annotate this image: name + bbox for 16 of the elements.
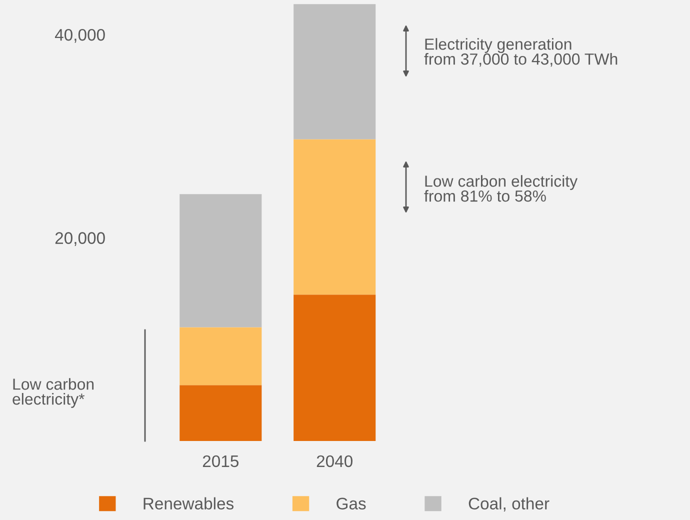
bar	[180, 327, 262, 386]
x-tick-label: 2040	[316, 455, 352, 468]
x-tick-label: 2015	[202, 455, 238, 468]
legend-label: Gas	[336, 498, 366, 510]
y-tick-label: 40,000	[54, 28, 105, 43]
text: Low carbon electricity from 81% to 58%	[424, 175, 578, 202]
bar	[294, 4, 376, 140]
legend-label: Coal, other	[468, 497, 550, 512]
bar	[294, 294, 376, 441]
bar	[180, 385, 262, 441]
text: Electricity generation from 37,000 to 43,000 TWh	[424, 38, 618, 67]
text: Low carbon electricity*	[12, 378, 94, 408]
legend-label: Renewables	[144, 497, 234, 510]
bar	[180, 194, 262, 328]
bar	[294, 139, 376, 295]
y-tick-label: 20,000	[55, 232, 105, 246]
